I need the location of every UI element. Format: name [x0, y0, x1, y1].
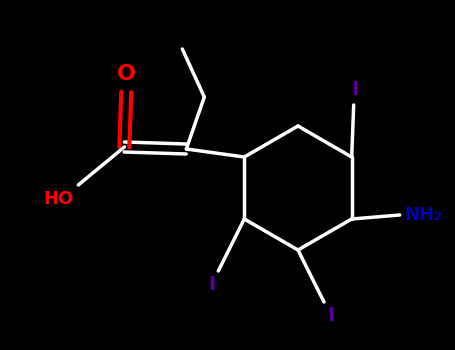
Text: NH₂: NH₂ — [404, 206, 443, 224]
Text: HO: HO — [43, 190, 73, 208]
Text: I: I — [351, 80, 358, 99]
Text: O: O — [117, 64, 136, 84]
Text: I: I — [327, 306, 334, 325]
Text: I: I — [208, 275, 215, 294]
